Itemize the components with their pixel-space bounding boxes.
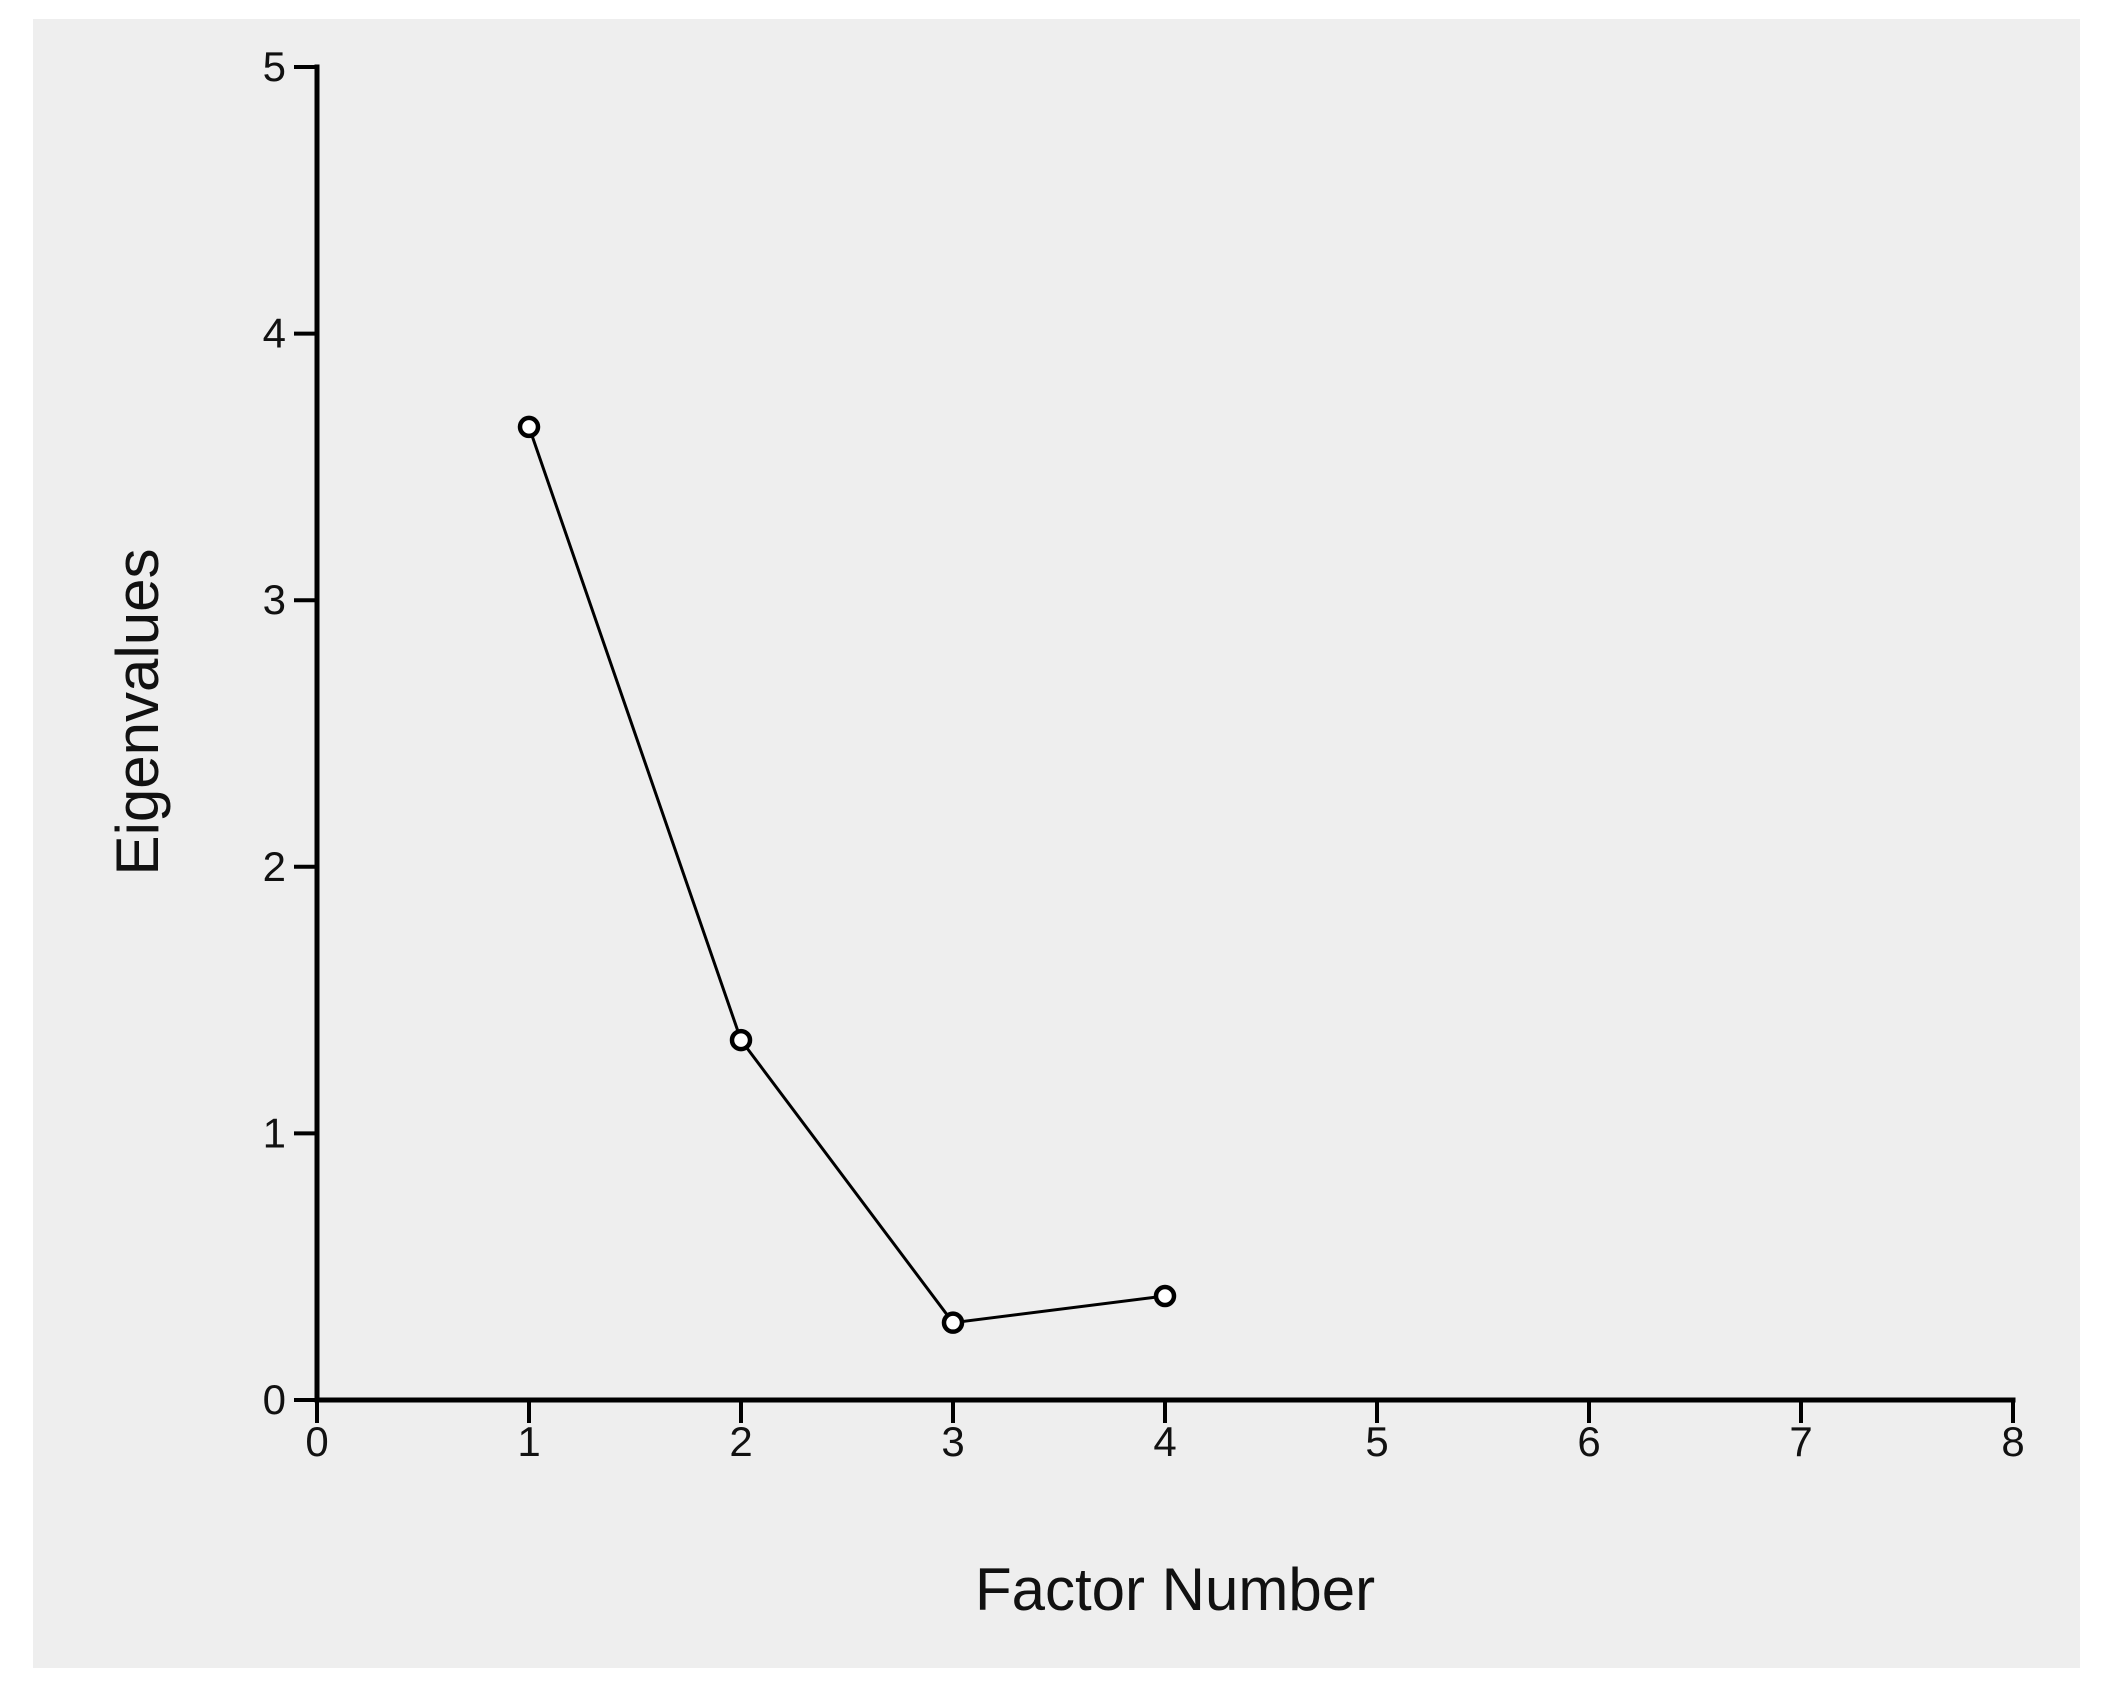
x-tick-label: 6 — [1577, 1418, 1600, 1465]
x-tick-label: 7 — [1789, 1418, 1812, 1465]
y-tick-label: 3 — [263, 576, 286, 623]
x-axis-ticks: 0 1 2 3 4 5 6 7 8 — [305, 1400, 2025, 1465]
series-line — [527, 426, 1166, 1325]
data-point-marker — [517, 415, 541, 439]
y-tick-label: 2 — [263, 843, 286, 890]
y-tick-label: 5 — [263, 43, 286, 90]
x-tick-label: 8 — [2001, 1418, 2024, 1465]
x-tick-label: 4 — [1153, 1418, 1176, 1465]
data-point-marker — [729, 1028, 753, 1052]
data-point-marker — [1153, 1284, 1177, 1308]
y-axis-ticks: 0 1 2 3 4 5 — [263, 43, 317, 1423]
data-point-marker — [941, 1311, 965, 1334]
x-tick-label: 0 — [305, 1418, 328, 1465]
plot-panel-background — [33, 19, 2080, 1668]
eigenvalues-series — [517, 415, 1177, 1334]
x-axis-title: Factor Number — [975, 1556, 1375, 1623]
y-tick-label: 4 — [263, 310, 286, 357]
x-tick-label: 5 — [1365, 1418, 1388, 1465]
y-tick-label: 0 — [263, 1376, 286, 1423]
x-tick-label: 1 — [517, 1418, 540, 1465]
x-tick-label: 3 — [941, 1418, 964, 1465]
x-tick-label: 2 — [729, 1418, 752, 1465]
y-tick-label: 1 — [263, 1109, 286, 1156]
y-axis-title: Eigenvalues — [104, 549, 171, 876]
